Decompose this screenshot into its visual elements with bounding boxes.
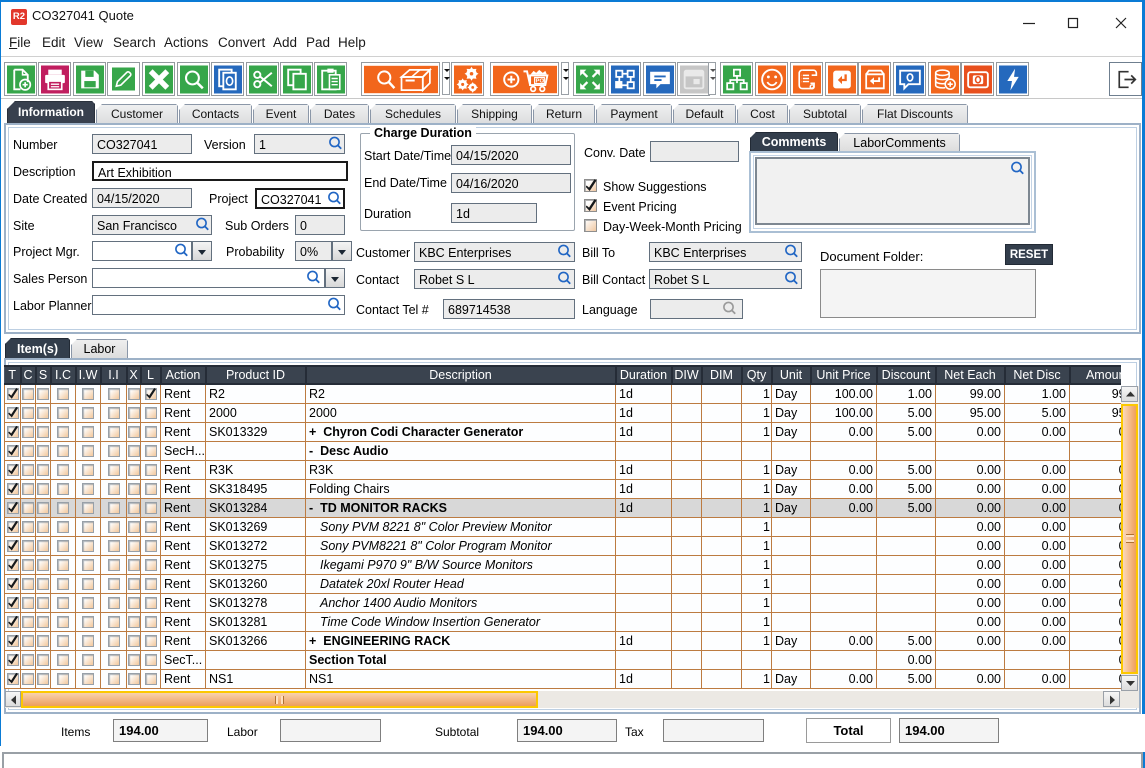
svg-text:PO: PO bbox=[535, 78, 544, 84]
